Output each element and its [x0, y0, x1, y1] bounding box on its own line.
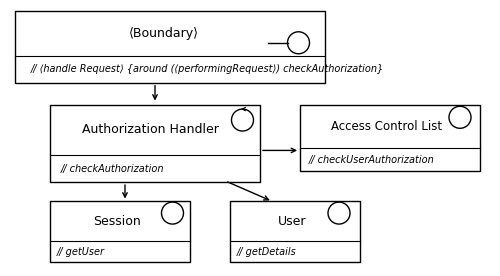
Bar	[50, 105, 260, 182]
Text: Session: Session	[94, 215, 141, 228]
Text: Authorization Handler: Authorization Handler	[82, 123, 219, 137]
Text: Access Control List: Access Control List	[331, 120, 442, 133]
Bar	[15, 11, 325, 83]
Bar	[230, 201, 360, 262]
Bar	[50, 201, 190, 262]
Text: // getDetails: // getDetails	[236, 246, 296, 257]
Bar	[300, 105, 480, 171]
Text: User: User	[278, 215, 306, 228]
Text: // ⟨handle Request⟩ {around (⟨performingRequest⟩) checkAuthorization}: // ⟨handle Request⟩ {around (⟨performing…	[30, 64, 384, 74]
Text: ⟨Boundary⟩: ⟨Boundary⟩	[129, 27, 199, 40]
Text: // checkUserAuthorization: // checkUserAuthorization	[309, 155, 435, 164]
Text: // checkAuthorization: // checkAuthorization	[60, 164, 164, 174]
Text: // getUser: // getUser	[57, 246, 105, 257]
